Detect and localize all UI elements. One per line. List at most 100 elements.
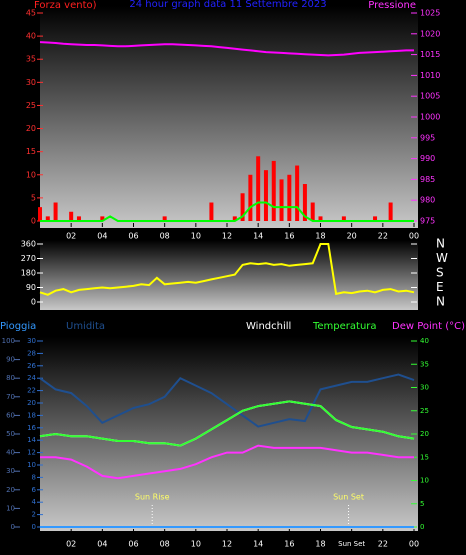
y2-tick-label: 30 — [420, 384, 429, 392]
y2-tick-label: N — [436, 295, 445, 309]
x-tick-label: 10 — [191, 232, 201, 241]
y3-tick-label: 10 — [27, 461, 36, 469]
y2-tick-label: 1000 — [420, 113, 440, 122]
y-axis-label: Forza vento) — [34, 0, 97, 11]
annotation-label: Sun Rise — [135, 493, 170, 502]
bar — [38, 207, 42, 221]
legend-label: Pioggia — [0, 321, 36, 332]
bar — [271, 160, 276, 221]
y-tick-label: 15 — [26, 147, 36, 156]
series-line — [39, 400, 415, 447]
legend-label: Dew Point (°C) — [392, 321, 465, 332]
annotation-label: Sun Set — [333, 493, 364, 502]
y3-tick-label: 16 — [27, 424, 36, 432]
bar — [302, 184, 307, 221]
x-tick-label: 22 — [378, 540, 388, 549]
y2-tick-label: 1005 — [420, 92, 440, 101]
x-tick-label: 06 — [128, 232, 138, 241]
chart-title: 24 hour graph data 11 Settembre 2023 — [129, 0, 326, 10]
x-tick-label: 00 — [409, 540, 419, 549]
x-tick-label: 12 — [222, 232, 232, 241]
x-tick-label: Sun Set — [338, 540, 365, 548]
y-tick-label: 30 — [6, 467, 15, 475]
y3-tick-label: 28 — [27, 349, 36, 357]
x-tick-label: 08 — [160, 232, 170, 241]
y-tick-label: 50 — [6, 430, 15, 438]
y-tick-label: 60 — [6, 411, 15, 419]
x-tick-label: 02 — [66, 232, 76, 241]
x-tick-label: 04 — [97, 540, 107, 549]
y3-tick-label: 6 — [32, 486, 37, 494]
y3-tick-label: 14 — [27, 436, 36, 444]
x-tick-label: 16 — [284, 232, 294, 241]
y2-tick-label: 20 — [420, 430, 429, 438]
x-tick-label: 04 — [97, 232, 107, 241]
bar — [263, 170, 268, 221]
y-tick-label: 20 — [6, 486, 15, 494]
y-tick-label: 180 — [21, 269, 36, 278]
y2-tick-label: 985 — [420, 175, 435, 184]
bar — [240, 193, 245, 221]
y-tick-label: 360 — [21, 240, 36, 249]
y-tick-label: 5 — [31, 193, 36, 202]
y-tick-label: 100 — [2, 337, 15, 345]
y2-tick-label: 1010 — [420, 71, 440, 80]
x-tick-label: 14 — [253, 540, 263, 549]
panel-background — [40, 337, 418, 531]
x-tick-label: 16 — [284, 540, 294, 549]
y2-tick-label: N — [436, 237, 445, 251]
y2-tick-label: 1015 — [420, 50, 440, 59]
bar — [341, 216, 346, 221]
bar — [76, 216, 81, 221]
legend-label: Temperatura — [312, 321, 377, 332]
series-line — [39, 41, 414, 57]
y3-tick-label: 26 — [27, 362, 36, 370]
x-tick-label: 20 — [347, 232, 357, 241]
y-tick-label: 40 — [26, 32, 36, 41]
y3-tick-label: 20 — [27, 399, 36, 407]
series-line — [39, 243, 415, 296]
series-line — [40, 201, 414, 222]
y3-tick-label: 24 — [27, 374, 36, 382]
y2-tick-label: 990 — [420, 154, 435, 163]
y3-tick-label: 8 — [32, 473, 36, 481]
legend-label: Umidita — [66, 321, 105, 332]
y3-tick-label: 4 — [32, 498, 37, 506]
y-tick-label: 90 — [6, 356, 15, 364]
y-tick-label: 270 — [21, 254, 36, 263]
y-tick-label: 0 — [11, 523, 15, 531]
x-tick-label: 08 — [160, 540, 170, 549]
y2-tick-label: 15 — [420, 453, 429, 461]
bar — [373, 216, 378, 221]
bar — [279, 179, 284, 221]
bar — [388, 202, 393, 221]
y2-tick-label: 40 — [420, 337, 429, 345]
y-tick-label: 80 — [6, 374, 15, 382]
y-tick-label: 0 — [31, 217, 36, 226]
y3-tick-label: 30 — [27, 337, 36, 345]
x-tick-label: 14 — [253, 232, 263, 241]
series-line — [40, 444, 414, 480]
bar — [209, 202, 214, 221]
y2-tick-label: 975 — [420, 217, 435, 226]
bar — [287, 174, 292, 221]
bar — [318, 216, 323, 221]
legend-label: Windchill — [246, 321, 291, 332]
y2-tick-label: 0 — [420, 523, 424, 531]
y3-tick-label: 18 — [27, 411, 36, 419]
y3-tick-label: 22 — [27, 387, 36, 395]
x-tick-label: 22 — [378, 232, 388, 241]
bar — [295, 165, 300, 221]
bar — [256, 156, 261, 221]
panel-background — [40, 6, 418, 228]
y2-tick-label: 1020 — [420, 29, 440, 38]
bar — [100, 216, 105, 221]
y2-tick-label: W — [436, 251, 448, 265]
series-line — [39, 373, 415, 428]
y-tick-label: 70 — [6, 393, 15, 401]
y-tick-label: 40 — [6, 449, 15, 457]
y2-tick-label: S — [436, 266, 444, 280]
y2-tick-label: 10 — [420, 477, 429, 485]
bar — [69, 211, 74, 221]
